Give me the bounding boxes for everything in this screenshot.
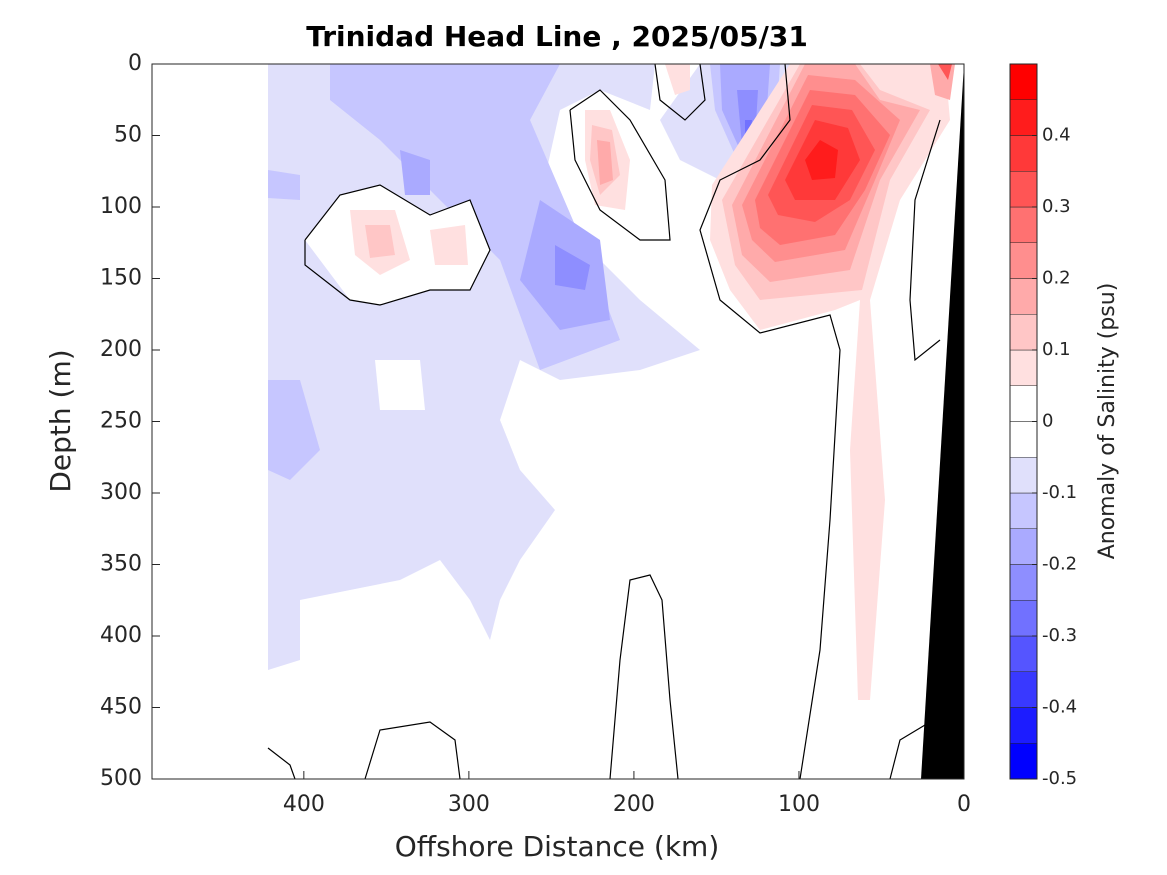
- colorbar-band: [1009, 600, 1038, 637]
- bathymetry: [921, 64, 964, 779]
- contour-line: [609, 574, 679, 779]
- colorbar-tick-label: 0.1: [1042, 339, 1071, 360]
- y-tick-label: 50: [114, 123, 142, 148]
- colorbar-band: [1009, 63, 1038, 100]
- contour-fill: [400, 150, 430, 195]
- contour-fill: [430, 225, 468, 265]
- x-tick-label: 100: [778, 792, 820, 817]
- contour-line: [364, 721, 461, 779]
- contour-field: [267, 64, 964, 779]
- y-tick-label: 450: [100, 695, 142, 720]
- colorbar-band: [1009, 671, 1038, 708]
- contour-fill: [938, 64, 952, 80]
- y-axis-label: Depth (m): [44, 349, 77, 492]
- y-tick-label: 0: [128, 51, 142, 76]
- y-tick-label: 350: [100, 552, 142, 577]
- x-tick-label: 200: [613, 792, 655, 817]
- contour-line: [909, 119, 941, 362]
- contour-fill: [375, 360, 425, 410]
- chart-title: Trinidad Head Line , 2025/05/31: [306, 20, 808, 53]
- x-tick-label: 0: [957, 792, 971, 817]
- colorbar-band: [1009, 135, 1038, 172]
- contour-fill: [597, 140, 613, 185]
- contour-fill: [805, 140, 838, 180]
- colorbar-band: [1009, 206, 1038, 243]
- colorbar-tick-label: 0: [1042, 411, 1053, 432]
- x-tick-label: 300: [448, 792, 490, 817]
- colorbar-tick-label: -0.4: [1042, 697, 1077, 718]
- y-tick-label: 200: [100, 337, 142, 362]
- contour-line: [267, 747, 296, 779]
- x-axis-label: Offshore Distance (km): [395, 830, 720, 863]
- contour-fill: [365, 225, 395, 258]
- colorbar-band: [1009, 492, 1038, 529]
- colorbar-band: [1009, 421, 1038, 458]
- contour-line: [304, 184, 491, 306]
- colorbar-tick-label: -0.5: [1042, 768, 1077, 789]
- contour-line: [699, 64, 841, 779]
- contour-fill: [665, 64, 690, 95]
- y-tick-label: 300: [100, 480, 142, 505]
- y-tick-label: 100: [100, 194, 142, 219]
- y-tick-label: 150: [100, 266, 142, 291]
- colorbar-band: [1009, 743, 1038, 780]
- colorbar-band: [1009, 564, 1038, 601]
- colorbar-band: [1009, 349, 1038, 386]
- y-tick-label: 250: [100, 409, 142, 434]
- colorbar-label: Anomaly of Salinity (psu): [1095, 283, 1120, 560]
- colorbar-band: [1009, 385, 1038, 422]
- contour-line: [889, 724, 926, 779]
- colorbar-tick-label: -0.3: [1042, 625, 1077, 646]
- colorbar-band: [1009, 528, 1038, 565]
- contour-fill: [555, 245, 590, 290]
- colorbar-tick-label: -0.2: [1042, 554, 1077, 575]
- colorbar-band: [1009, 99, 1038, 136]
- colorbar-tick-label: 0.2: [1042, 268, 1071, 289]
- contour-line: [569, 89, 671, 241]
- colorbar-band: [1009, 707, 1038, 744]
- colorbar-band: [1009, 242, 1038, 279]
- colorbar-band: [1009, 171, 1038, 208]
- contour-fill: [268, 380, 320, 480]
- colorbar-tick-label: -0.1: [1042, 482, 1077, 503]
- colorbar-tick-label: 0.3: [1042, 196, 1071, 217]
- colorbar-band: [1009, 314, 1038, 351]
- colorbar-band: [1009, 457, 1038, 494]
- y-tick-label: 400: [100, 623, 142, 648]
- colorbar-tick-label: 0.4: [1042, 125, 1071, 146]
- contour-fill: [268, 170, 300, 200]
- colorbar-band: [1009, 278, 1038, 315]
- contour-line: [654, 64, 706, 121]
- x-tick-label: 400: [283, 792, 325, 817]
- colorbar-band: [1009, 635, 1038, 672]
- y-tick-label: 500: [100, 766, 142, 791]
